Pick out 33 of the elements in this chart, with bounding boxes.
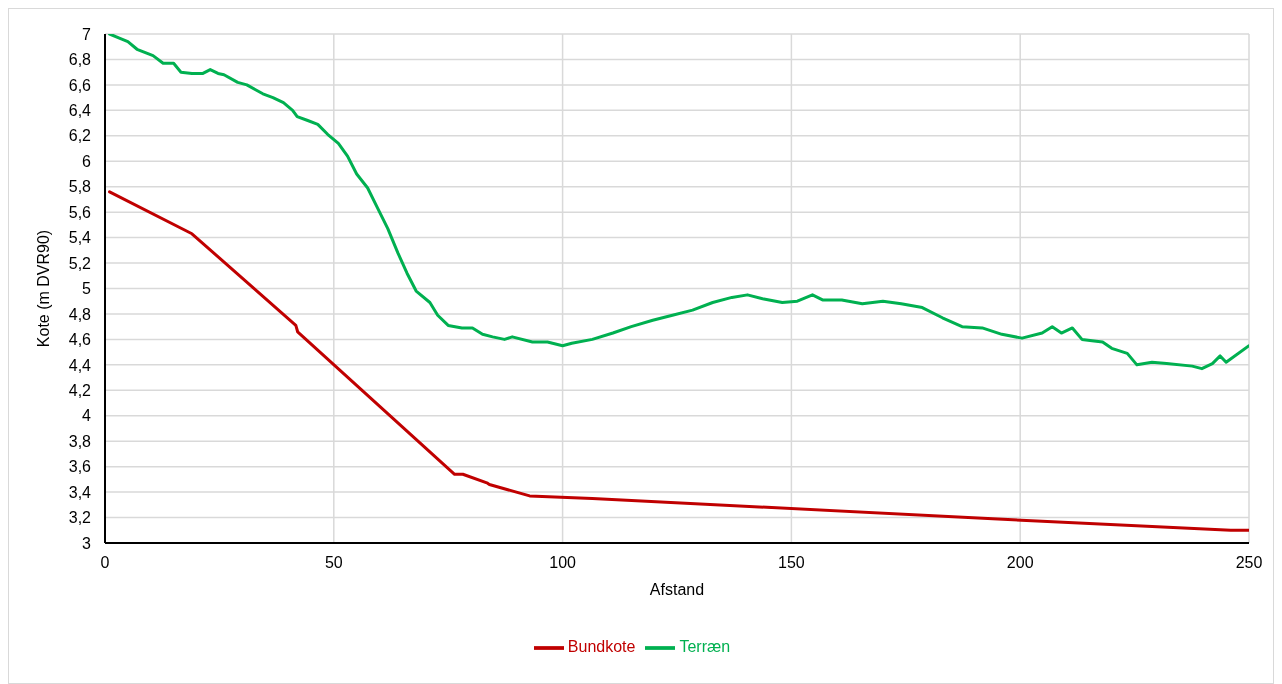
y-tick-label: 5,6 [68, 203, 92, 221]
x-tick-label: 100 [549, 554, 577, 572]
y-tick-label: 7 [82, 25, 92, 43]
y-tick-label: 6,8 [68, 51, 92, 69]
x-axis-title: Afstand [649, 581, 705, 598]
y-tick-label: 4,8 [68, 305, 92, 323]
y-axis-title: Kote (m DVR90) [34, 229, 52, 348]
y-tick-label: 4 [82, 407, 92, 425]
legend-label: Bundkote [567, 638, 636, 656]
y-tick-label: 4,4 [68, 356, 92, 374]
x-tick-label: 50 [324, 554, 343, 572]
y-tick-label: 6 [82, 152, 92, 170]
x-tick-label: 200 [1006, 554, 1034, 572]
legend-label: Terræn [679, 638, 731, 656]
y-tick-label: 4,2 [68, 381, 92, 399]
line-series [108, 190, 1249, 532]
y-tick-label: 5,2 [68, 254, 92, 272]
y-tick-label: 3,4 [68, 483, 92, 501]
y-tick-label: 6,4 [68, 102, 92, 120]
y-tick-label: 5,4 [68, 229, 92, 247]
line-series [108, 34, 1249, 371]
y-tick-label: 5,8 [68, 178, 92, 196]
x-tick-label: 0 [100, 554, 110, 572]
x-tick-label: 150 [778, 554, 805, 572]
y-tick-label: 3,6 [68, 458, 92, 476]
y-tick-label: 3,2 [68, 509, 92, 527]
y-tick-label: 6,2 [68, 127, 92, 145]
x-tick-label: 250 [1235, 554, 1263, 572]
y-tick-label: 5 [82, 280, 92, 298]
y-tick-label: 4,6 [68, 331, 92, 349]
y-tick-label: 6,6 [68, 76, 92, 94]
y-tick-label: 3,8 [68, 432, 92, 450]
y-tick-label: 3 [82, 534, 92, 552]
